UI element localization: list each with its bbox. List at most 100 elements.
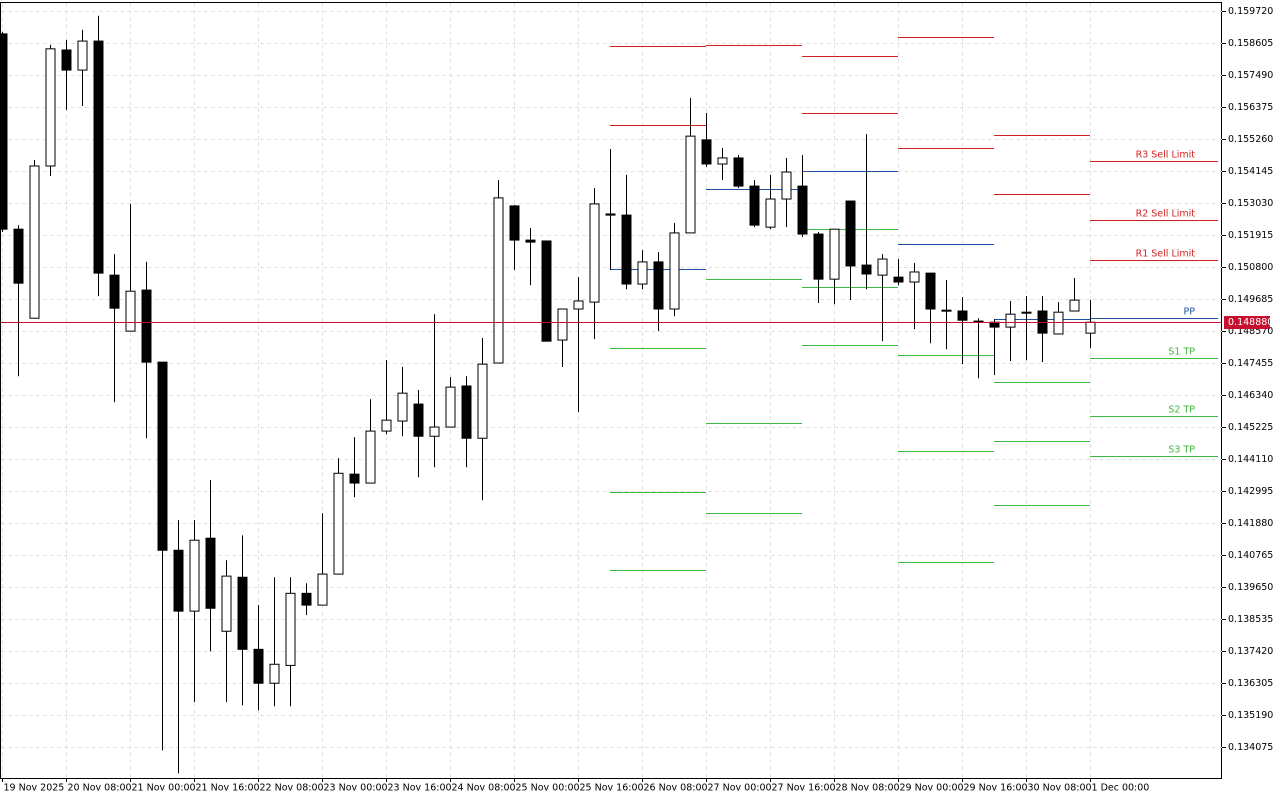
y-tick-label: 0.156375: [1228, 102, 1273, 113]
candle-body: [317, 573, 328, 606]
x-tick-label: 22 Nov 08:00: [260, 783, 324, 794]
x-tick-label: 21 Nov 16:00: [196, 783, 260, 794]
candle-body: [733, 157, 744, 187]
candle-body: [301, 592, 312, 606]
candle-body: [637, 261, 648, 285]
candle-body: [269, 663, 280, 684]
candle-body: [621, 214, 632, 285]
y-tick-label: 0.146340: [1228, 390, 1273, 401]
y-tick-label: 0.153030: [1228, 198, 1273, 209]
x-tick-label: 19 Nov 2025: [4, 783, 65, 794]
candle-body: [253, 648, 264, 684]
candle-body: [349, 473, 360, 484]
candle-body: [397, 392, 408, 422]
y-tick-label: 0.135190: [1228, 710, 1273, 721]
candle-body: [845, 200, 856, 267]
candle-body: [781, 171, 792, 200]
candle-body: [669, 232, 680, 310]
current-price-label: 0.148880: [1228, 317, 1273, 328]
candle-body: [829, 228, 840, 280]
candle-body: [957, 310, 968, 321]
candle-body: [0, 33, 8, 230]
x-tick-label: 25 Nov 00:00: [516, 783, 580, 794]
y-tick-label: 0.148570: [1228, 326, 1273, 337]
candle-body: [605, 213, 616, 216]
y-tick-label: 0.141880: [1228, 518, 1273, 529]
candle-body: [445, 386, 456, 428]
candle-body: [413, 403, 424, 437]
candle-body: [493, 197, 504, 364]
pivot-label: PP: [1184, 307, 1196, 318]
y-tick-label: 0.137420: [1228, 646, 1273, 657]
candle-body: [205, 537, 216, 609]
candle-body: [429, 426, 440, 437]
candle-body: [61, 49, 72, 71]
y-tick-label: 0.134075: [1228, 742, 1273, 753]
y-tick-label: 0.139650: [1228, 582, 1273, 593]
candle-body: [749, 185, 760, 226]
y-tick-label: 0.159720: [1228, 6, 1273, 17]
candle-body: [813, 233, 824, 280]
candle-body: [461, 385, 472, 439]
candle-body: [717, 157, 728, 165]
candle-body: [909, 271, 920, 283]
x-tick-label: 27 Nov 00:00: [708, 783, 772, 794]
candle-body: [1085, 321, 1096, 334]
candle-body: [157, 361, 168, 551]
y-tick-label: 0.142995: [1228, 486, 1273, 497]
candle-body: [125, 290, 136, 332]
candle-body: [1069, 299, 1080, 312]
candle-body: [173, 549, 184, 612]
candle-body: [381, 419, 392, 432]
candle-body: [1053, 311, 1064, 335]
y-tick-label: 0.149685: [1228, 294, 1273, 305]
y-tick-label: 0.144110: [1228, 454, 1273, 465]
pivot-label: S2 TP: [1168, 405, 1195, 416]
candle-body: [589, 203, 600, 303]
candle-body: [13, 228, 24, 284]
y-tick-label: 0.145225: [1228, 422, 1273, 433]
candle-body: [893, 276, 904, 283]
candle-body: [525, 239, 536, 243]
candle-body: [45, 48, 56, 167]
x-tick-label: 29 Nov 16:00: [964, 783, 1028, 794]
candle-body: [221, 575, 232, 632]
x-tick-label: 25 Nov 16:00: [580, 783, 644, 794]
x-tick-label: 23 Nov 00:00: [324, 783, 388, 794]
pivot-label: R1 Sell Limit: [1136, 249, 1196, 260]
pivot-label: S3 TP: [1168, 445, 1195, 456]
x-tick-label: 21 Nov 00:00: [132, 783, 196, 794]
x-tick-label: 26 Nov 08:00: [644, 783, 708, 794]
pivot-label: R3 Sell Limit: [1136, 150, 1196, 161]
x-tick-label: 28 Nov 08:00: [836, 783, 900, 794]
candle-body: [29, 165, 40, 319]
x-tick-label: 24 Nov 08:00: [452, 783, 516, 794]
candle-body: [925, 272, 936, 310]
current-price-box: [1224, 316, 1270, 329]
y-tick-label: 0.150800: [1228, 262, 1273, 273]
pivot-label: R2 Sell Limit: [1136, 209, 1196, 220]
candle-body: [189, 539, 200, 612]
candle-body: [573, 300, 584, 310]
candle-body: [685, 135, 696, 234]
candle-body: [509, 205, 520, 241]
candle-body: [237, 576, 248, 650]
candle-body: [861, 264, 872, 275]
candle-body: [109, 274, 120, 309]
y-tick-label: 0.140765: [1228, 550, 1273, 561]
y-tick-label: 0.157490: [1228, 70, 1273, 81]
candle-body: [557, 308, 568, 341]
x-tick-label: 29 Nov 00:00: [900, 783, 964, 794]
candle-body: [1021, 311, 1032, 314]
candle-body: [141, 289, 152, 363]
candle-body: [77, 40, 88, 71]
candle-body: [93, 40, 104, 274]
plot-frame: [0, 2, 1222, 779]
candle-body: [541, 240, 552, 342]
y-tick-label: 0.151915: [1228, 230, 1273, 241]
x-tick-label: 20 Nov 08:00: [68, 783, 132, 794]
candle-body: [701, 139, 712, 165]
